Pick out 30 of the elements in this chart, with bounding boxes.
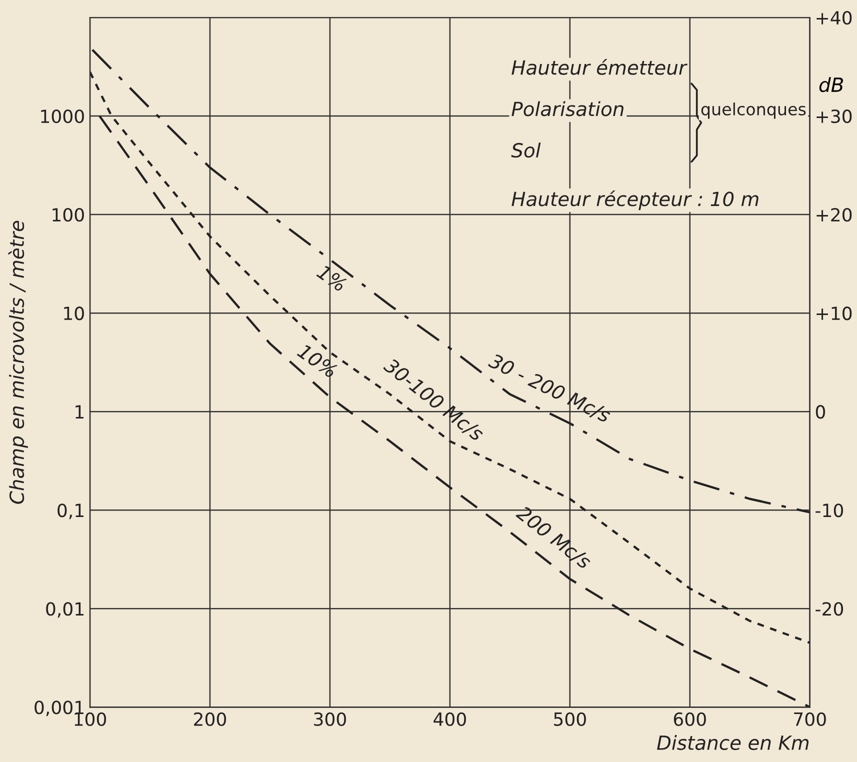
y2-tick-label: 0 bbox=[816, 405, 826, 419]
y2-tick-label: +40 bbox=[816, 10, 852, 25]
annotation: quelconques bbox=[701, 102, 806, 119]
annotation: Hauteur émetteur bbox=[512, 59, 688, 75]
x-tick-label: 500 bbox=[554, 712, 586, 726]
y2-tick-label: +30 bbox=[816, 110, 852, 124]
x-tick-label: 200 bbox=[194, 712, 226, 726]
y2-tick-label: +10 bbox=[816, 306, 852, 320]
y-tick-label: 10 bbox=[64, 306, 84, 320]
y-tick-label: 0,01 bbox=[46, 602, 84, 618]
x-tick-label: 600 bbox=[674, 712, 706, 726]
x-tick-label: 400 bbox=[434, 712, 466, 726]
annotation: 1% bbox=[316, 264, 348, 292]
x-axis-title: Distance en Km bbox=[657, 735, 809, 750]
annotation: 10% bbox=[296, 343, 338, 378]
y-tick-label: 1 bbox=[76, 405, 84, 418]
annotation: Hauteur récepteur : 10 m bbox=[512, 190, 758, 210]
x-tick-label: 700 bbox=[794, 712, 826, 726]
y2-axis-title: dB bbox=[819, 77, 843, 92]
annotation: Polarisation bbox=[512, 101, 624, 116]
y-tick-label: 100 bbox=[52, 208, 84, 222]
y2-tick-label: -20 bbox=[816, 602, 844, 616]
y2-tick-label: +20 bbox=[816, 208, 852, 222]
y-tick-label: 1000 bbox=[41, 110, 84, 124]
y-tick-label: 0,1 bbox=[58, 504, 84, 520]
x-tick-label: 300 bbox=[314, 712, 346, 726]
y2-tick-label: -10 bbox=[816, 504, 844, 518]
text: 30 - 200 Mc/s bbox=[486, 352, 612, 424]
y-axis-title: Champ en microvolts / mètre bbox=[8, 220, 28, 504]
annotation: Sol bbox=[511, 142, 541, 158]
